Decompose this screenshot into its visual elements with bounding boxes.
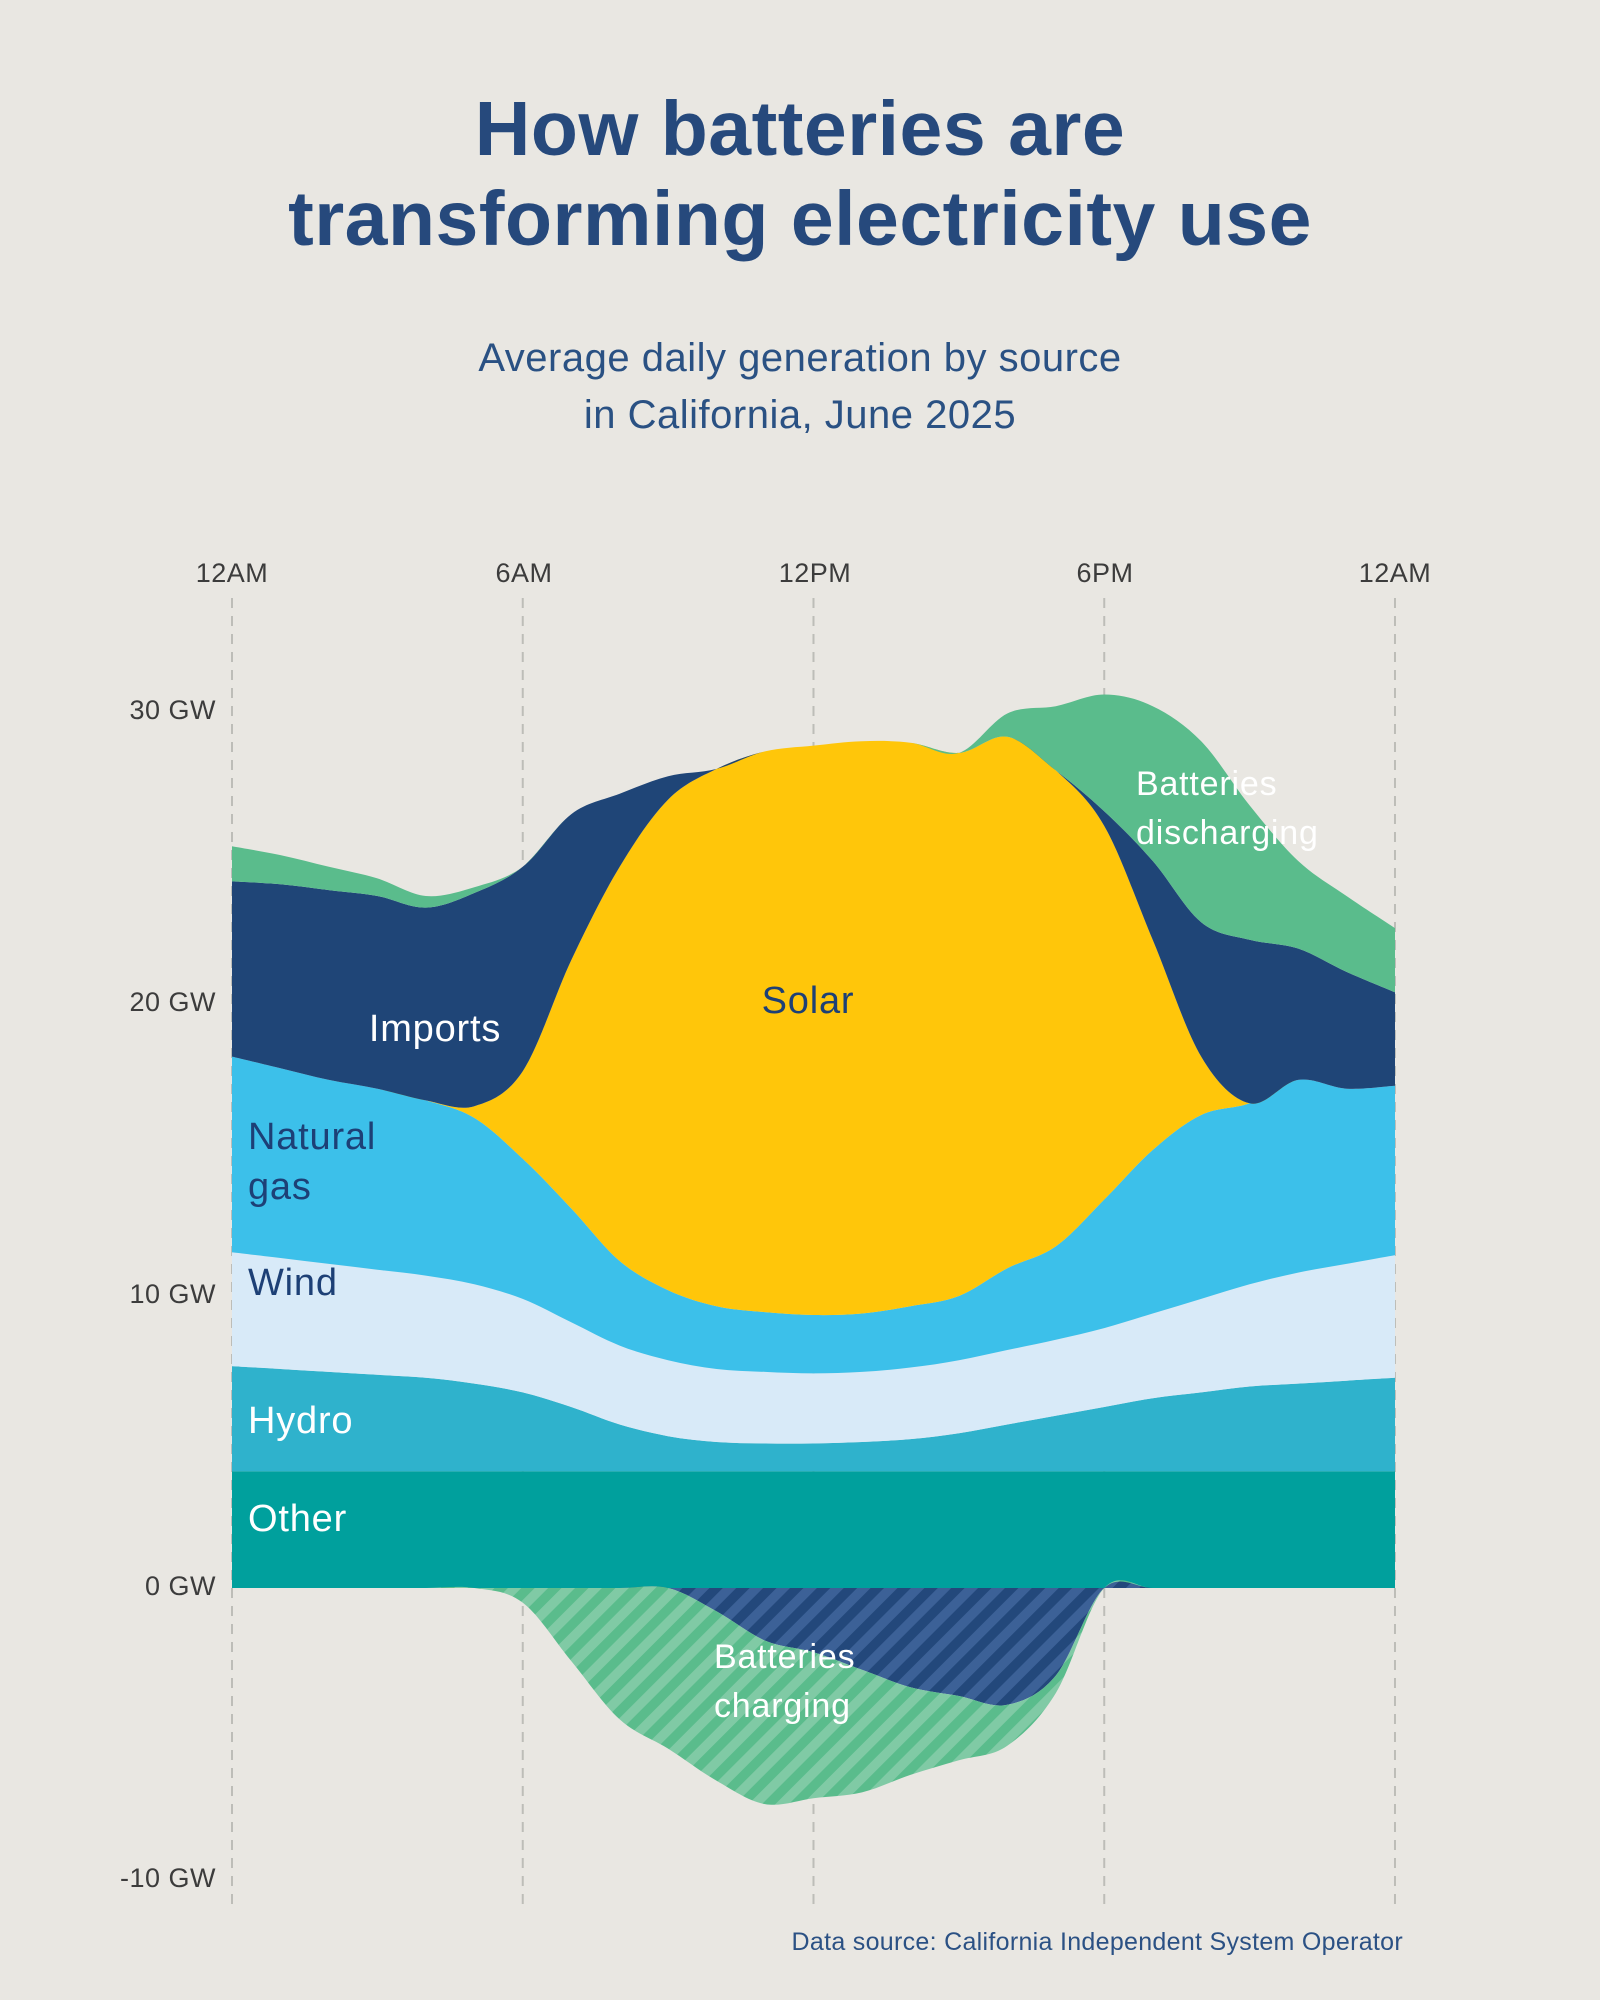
area-hydro: [232, 1366, 1395, 1472]
area-series: [232, 694, 1395, 1805]
page-title: How batteries are transforming electrici…: [100, 84, 1500, 264]
area-label-other: Other: [248, 1498, 348, 1540]
subtitle-line-2: in California, June 2025: [583, 392, 1017, 437]
subtitle-line-1: Average daily generation by source: [478, 336, 1122, 380]
x-tick-6pm: 6PM: [1076, 558, 1134, 588]
y-tick-20gw: 20 GW: [129, 987, 216, 1017]
area-label-batteries-charging: Batteries charging: [714, 1638, 856, 1726]
data-source-credit: Data source: California Independent Syst…: [791, 1928, 1403, 1956]
title-line-1: How batteries are: [474, 86, 1126, 172]
area-natural-gas: [232, 1056, 1395, 1374]
y-tick-10gw: 10 GW: [129, 1279, 216, 1309]
area-imports-negative: [232, 1581, 1395, 1706]
chart-subtitle: Average daily generation by source in Ca…: [200, 330, 1400, 444]
area-other: [232, 1471, 1395, 1588]
x-tick-12pm: 12PM: [778, 558, 852, 588]
x-tick-6am: 6AM: [495, 558, 553, 588]
x-tick-12am-right: 12AM: [1358, 558, 1432, 588]
area-solar: [232, 736, 1395, 1316]
area-batteries-charging-negative: [232, 1580, 1395, 1805]
x-tick-12am-left: 12AM: [195, 558, 269, 588]
y-tick-30gw: 30 GW: [129, 695, 216, 725]
area-wind: [232, 1252, 1395, 1444]
area-label-batteries-discharging: Batteries discharging: [1136, 765, 1319, 853]
area-label-wind: Wind: [248, 1262, 338, 1304]
y-tick-neg10gw: -10 GW: [119, 1863, 216, 1893]
area-label-natural-gas: Natural gas: [248, 1116, 377, 1209]
area-imports: [232, 736, 1395, 1108]
y-tick-0gw: 0 GW: [144, 1571, 216, 1601]
area-label-imports: Imports: [368, 1008, 502, 1050]
area-label-hydro: Hydro: [248, 1400, 354, 1442]
title-line-2: transforming electricity use: [288, 176, 1312, 263]
area-label-solar: Solar: [761, 980, 855, 1022]
area-batteries-discharging: [232, 694, 1395, 993]
